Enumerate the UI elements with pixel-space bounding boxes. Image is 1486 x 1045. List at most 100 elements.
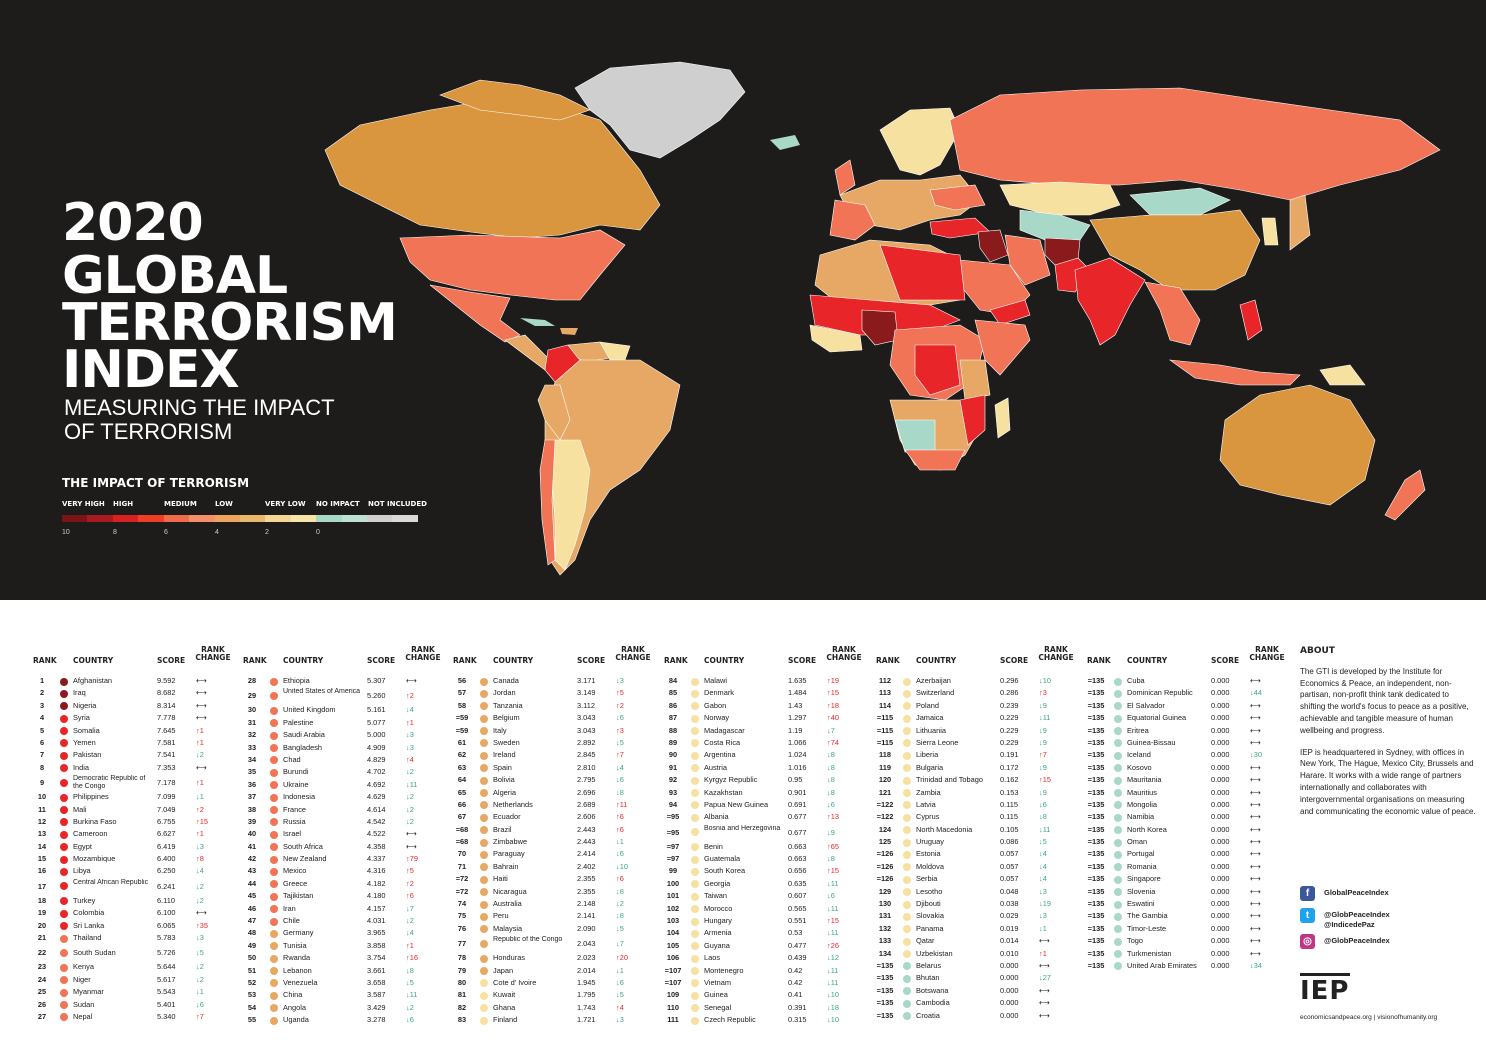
country-cell: Mauritania — [1127, 775, 1162, 785]
country-cell: Turkey — [73, 895, 96, 905]
score-cell: 0.565 — [788, 903, 807, 913]
no-change-icon: ⟷ — [406, 676, 417, 685]
rank-change-cell: ↑2 — [406, 687, 438, 704]
table-row: 89 Costa Rica 1.066 ↑74 — [664, 737, 869, 749]
table-row: 17 Central African Republic 6.241 ↓2 — [33, 878, 238, 895]
table-row: 80 Cote d' Ivoire 1.945 ↓6 — [453, 977, 658, 989]
country-cell: Honduras — [493, 953, 526, 963]
arrow-down-icon: ↓ — [827, 891, 831, 901]
impact-dot — [60, 1001, 68, 1010]
rank-cell: 110 — [667, 1002, 679, 1012]
score-cell: 0.000 — [1211, 861, 1230, 871]
legend-label-medium: MEDIUM — [164, 500, 197, 508]
table-row: 40 Israel 4.522 ⟷ — [243, 828, 448, 840]
score-cell: 0.677 — [788, 812, 807, 822]
arrow-up-icon: ↑ — [196, 1011, 200, 1021]
header-score: SCORE — [1211, 656, 1240, 665]
rank-change-value: 35 — [199, 920, 208, 930]
arrow-up-icon: ↑ — [827, 676, 831, 685]
instagram-handle: @GlobPeaceIndex — [1324, 936, 1390, 945]
rank-change-cell: ⟷ — [196, 700, 228, 712]
country-cell: Burundi — [283, 767, 309, 777]
country-cell: Estonia — [916, 849, 941, 859]
country-cell: Timor-Leste — [1127, 923, 1167, 933]
impact-dot — [60, 727, 68, 736]
table-row: =135 Guinea-Bissau 0.000 ⟷ — [1087, 737, 1292, 749]
rank-cell: 9 — [39, 778, 45, 788]
rank-change-value: 11 — [1042, 824, 1051, 834]
rank-change-value: 20 — [619, 953, 628, 963]
impact-dot — [270, 781, 278, 790]
map-india — [1074, 257, 1146, 346]
rank-cell: =135 — [1087, 837, 1105, 847]
impact-dot — [903, 987, 911, 996]
impact-dot — [480, 702, 488, 711]
rank-change-cell: ↓5 — [1039, 836, 1071, 848]
impact-dot — [60, 922, 68, 931]
rank-change-value: 3 — [409, 742, 414, 752]
table-row: =135 Timor-Leste 0.000 ⟷ — [1087, 923, 1292, 935]
country-cell: Eswatini — [1127, 899, 1155, 909]
arrow-down-icon: ↓ — [1039, 911, 1043, 921]
rank-change-value: 6 — [619, 849, 624, 859]
table-row: =135 Mongolia 0.000 ⟷ — [1087, 799, 1292, 811]
score-cell: 5.783 — [157, 933, 176, 943]
rank-change-cell: ↓6 — [616, 774, 648, 786]
rank-change-cell: ⟷ — [1250, 861, 1282, 873]
rank-change-cell: ↓4 — [196, 865, 228, 877]
map-iran — [1004, 234, 1051, 286]
score-cell: 0.229 — [1000, 725, 1019, 735]
rank-cell: 24 — [37, 974, 47, 984]
table-row: 76 Malaysia 2.090 ↓5 — [453, 923, 658, 935]
rank-change-value: 2 — [409, 767, 414, 777]
rank-change-cell: ↑6 — [406, 890, 438, 902]
table-row: 39 Russia 4.542 ↓2 — [243, 816, 448, 828]
legend-color-bar — [62, 515, 418, 522]
arrow-down-icon: ↓ — [616, 965, 620, 975]
rank-change-cell: ⟷ — [1250, 675, 1282, 687]
country-cell: Hungary — [704, 916, 732, 926]
arrow-up-icon: ↑ — [1039, 750, 1043, 760]
country-cell: Mongolia — [1127, 799, 1157, 809]
score-cell: 5.077 — [367, 717, 386, 727]
country-cell: Somalia — [73, 725, 100, 735]
table-row: 85 Denmark 1.484 ↑15 — [664, 687, 869, 699]
map-panel: 2020 GLOBAL TERRORISM INDEX MEASURING TH… — [0, 0, 1486, 600]
rank-change-cell: ↑3 — [616, 725, 648, 737]
country-cell: Guinea — [704, 990, 728, 1000]
country-cell: Botswana — [916, 985, 949, 995]
country-cell: Burkina Faso — [73, 816, 117, 826]
score-cell: 0.286 — [1000, 688, 1019, 698]
impact-dot — [270, 942, 278, 951]
impact-dot — [480, 813, 488, 822]
country-cell: Mexico — [283, 866, 307, 876]
score-cell: 5.260 — [367, 691, 386, 701]
score-cell: 1.743 — [577, 1002, 596, 1012]
arrow-down-icon: ↓ — [196, 974, 200, 984]
table-row: 51 Lebanon 3.661 ↓8 — [243, 965, 448, 977]
impact-dot — [691, 954, 699, 963]
impact-dot — [1114, 863, 1122, 872]
rank-change-cell: ↓5 — [616, 989, 648, 1001]
impact-dot — [480, 739, 488, 748]
arrow-up-icon: ↑ — [406, 754, 410, 764]
rank-cell: 93 — [668, 787, 678, 797]
rank-change-cell: ↓1 — [616, 836, 648, 848]
impact-dot — [480, 912, 488, 921]
rank-cell: =135 — [1087, 874, 1105, 884]
country-cell: Bahrain — [493, 861, 519, 871]
table-row: 102 Morocco 0.565 ↓11 — [664, 903, 869, 915]
impact-dot — [60, 976, 68, 985]
no-change-icon: ⟷ — [196, 713, 207, 723]
rank-change-cell: ↓11 — [827, 977, 859, 989]
score-cell: 0.000 — [1000, 1010, 1019, 1020]
rank-change-value: 9 — [1042, 737, 1047, 747]
rank-cell: =97 — [666, 841, 680, 851]
rank-cell: 75 — [457, 911, 467, 921]
score-cell: 0.000 — [1211, 899, 1230, 909]
rank-change-cell: ⟷ — [1039, 1010, 1071, 1022]
impact-dot — [691, 689, 699, 698]
arrow-up-icon: ↑ — [827, 700, 831, 710]
impact-dot — [903, 838, 911, 847]
score-cell: 4.542 — [367, 816, 386, 826]
